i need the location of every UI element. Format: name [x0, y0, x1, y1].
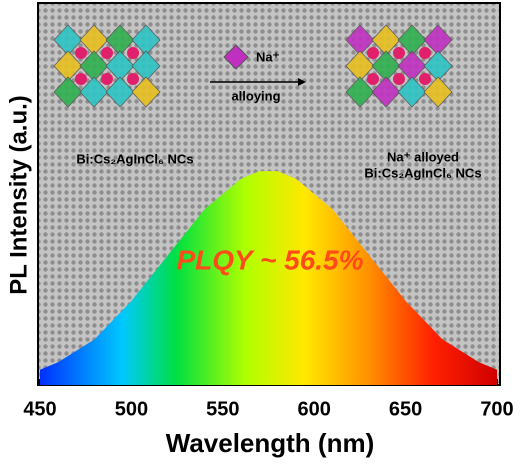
cation: [393, 73, 405, 85]
octahedron: [131, 76, 161, 108]
annotation: Bi:Cs₂AgInCl₆ NCs: [76, 151, 193, 166]
cation: [419, 73, 431, 85]
x-tick-label: 450: [23, 398, 56, 420]
x-tick-label: 600: [298, 398, 331, 420]
octahedron: [423, 76, 453, 108]
annotation: Na⁺ alloyed: [387, 149, 459, 164]
cation: [75, 47, 87, 59]
cation: [101, 47, 113, 59]
x-axis-label: Wavelength (nm): [166, 428, 374, 458]
arrow-head: [298, 78, 306, 86]
cation: [367, 73, 379, 85]
cation: [367, 47, 379, 59]
crystal-structure: [345, 24, 453, 108]
cation: [393, 47, 405, 59]
octahedron: [371, 76, 401, 108]
x-tick-label: 650: [389, 398, 422, 420]
spectrum-area: [40, 171, 497, 385]
octahedron: [397, 76, 427, 108]
cation: [127, 47, 139, 59]
x-tick-label: 550: [206, 398, 239, 420]
y-axis-label: PL Intensity (a.u.): [5, 95, 32, 295]
annotation: alloying: [231, 88, 280, 103]
annotation: Bi:Cs₂AgInCl₆ NCs: [364, 165, 481, 180]
annotation: Na⁺: [256, 49, 280, 64]
cation: [101, 73, 113, 85]
cation: [75, 73, 87, 85]
octahedron: [105, 76, 135, 108]
plqy-annotation: PLQY ~ 56.5%: [176, 244, 363, 275]
octahedron: [345, 76, 375, 108]
octahedron: [79, 76, 109, 108]
cation: [127, 73, 139, 85]
x-tick-label: 500: [115, 398, 148, 420]
crystal-structure: [53, 24, 161, 108]
cation: [419, 47, 431, 59]
na-icon: [223, 44, 249, 70]
x-tick-label: 700: [480, 398, 513, 420]
octahedron: [53, 76, 83, 108]
